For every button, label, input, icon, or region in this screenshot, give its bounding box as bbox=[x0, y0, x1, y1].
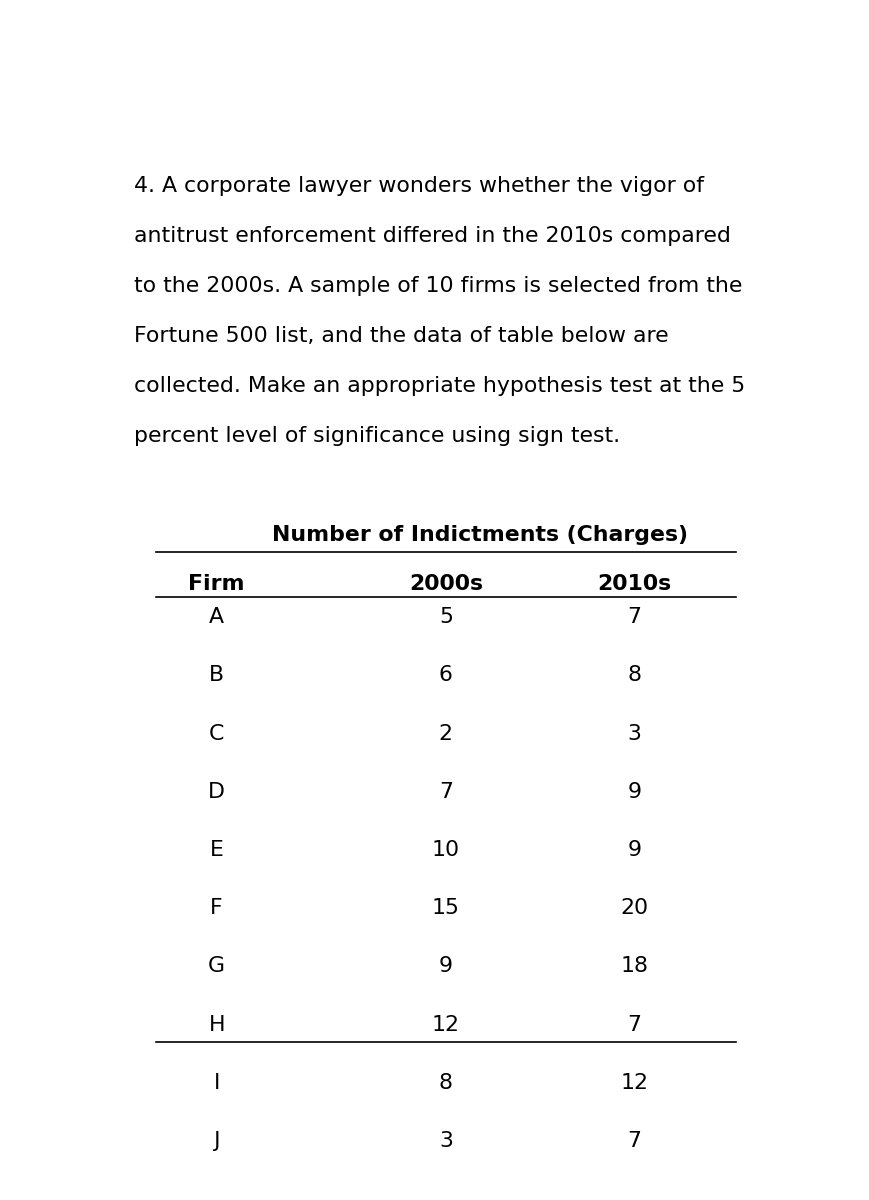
Text: collected. Make an appropriate hypothesis test at the 5: collected. Make an appropriate hypothesi… bbox=[134, 376, 745, 396]
Text: 7: 7 bbox=[627, 1014, 641, 1034]
Text: 6: 6 bbox=[439, 665, 452, 685]
Text: 12: 12 bbox=[620, 1073, 648, 1093]
Text: J: J bbox=[213, 1130, 220, 1151]
Text: F: F bbox=[210, 898, 222, 918]
Text: D: D bbox=[208, 781, 225, 802]
Text: 2: 2 bbox=[438, 724, 453, 744]
Text: 8: 8 bbox=[627, 665, 641, 685]
Text: 10: 10 bbox=[431, 840, 460, 860]
Text: 3: 3 bbox=[627, 724, 640, 744]
Text: 4. A corporate lawyer wonders whether the vigor of: 4. A corporate lawyer wonders whether th… bbox=[134, 176, 704, 197]
Text: 3: 3 bbox=[439, 1130, 452, 1151]
Text: Fortune 500 list, and the data of table below are: Fortune 500 list, and the data of table … bbox=[134, 326, 668, 346]
Text: 18: 18 bbox=[620, 956, 648, 977]
Text: I: I bbox=[213, 1073, 220, 1093]
Text: 9: 9 bbox=[627, 781, 641, 802]
Text: 7: 7 bbox=[438, 781, 453, 802]
Text: 12: 12 bbox=[431, 1014, 460, 1034]
Text: 5: 5 bbox=[439, 607, 452, 628]
Text: 7: 7 bbox=[627, 1130, 641, 1151]
Text: to the 2000s. A sample of 10 firms is selected from the: to the 2000s. A sample of 10 firms is se… bbox=[134, 276, 742, 296]
Text: 2010s: 2010s bbox=[597, 574, 671, 594]
Text: C: C bbox=[209, 724, 224, 744]
Text: 8: 8 bbox=[438, 1073, 453, 1093]
Text: 9: 9 bbox=[438, 956, 453, 977]
Text: Firm: Firm bbox=[189, 574, 244, 594]
Text: A: A bbox=[209, 607, 224, 628]
Text: G: G bbox=[208, 956, 225, 977]
Text: Number of Indictments (Charges): Number of Indictments (Charges) bbox=[271, 524, 687, 545]
Text: E: E bbox=[209, 840, 223, 860]
Text: 20: 20 bbox=[620, 898, 648, 918]
Text: percent level of significance using sign test.: percent level of significance using sign… bbox=[134, 426, 620, 446]
Text: 9: 9 bbox=[627, 840, 641, 860]
Text: 7: 7 bbox=[627, 607, 641, 628]
Text: 2000s: 2000s bbox=[408, 574, 482, 594]
Text: 15: 15 bbox=[431, 898, 460, 918]
Text: B: B bbox=[209, 665, 224, 685]
Text: antitrust enforcement differed in the 2010s compared: antitrust enforcement differed in the 20… bbox=[134, 227, 731, 246]
Text: H: H bbox=[209, 1014, 224, 1034]
